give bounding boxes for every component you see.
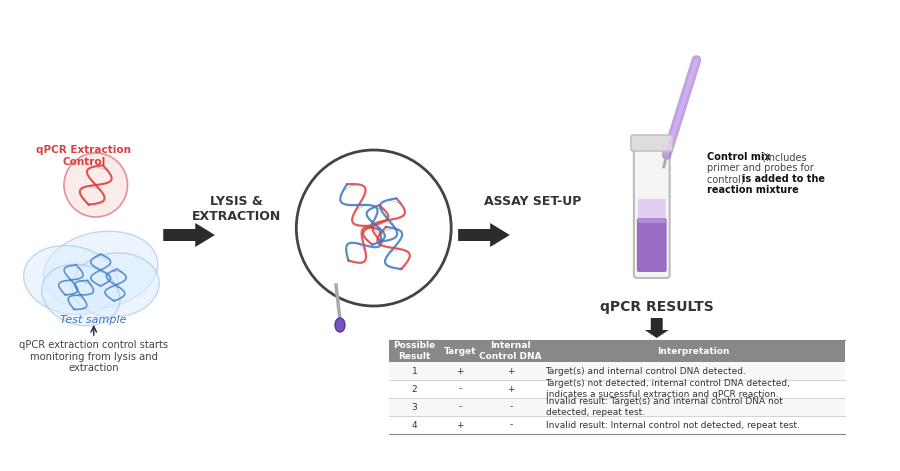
Text: Interpretation: Interpretation (657, 347, 730, 356)
Text: qPCR extraction control starts
monitoring from lysis and
extraction: qPCR extraction control starts monitorin… (19, 340, 168, 373)
Text: Target: Target (444, 347, 476, 356)
Polygon shape (163, 223, 215, 247)
FancyBboxPatch shape (542, 380, 845, 398)
Text: 2: 2 (411, 384, 418, 393)
Text: 1: 1 (411, 366, 418, 375)
FancyBboxPatch shape (480, 362, 542, 380)
FancyBboxPatch shape (480, 340, 542, 362)
Text: reaction mixture: reaction mixture (707, 185, 799, 195)
FancyBboxPatch shape (480, 416, 542, 434)
FancyBboxPatch shape (542, 362, 845, 380)
FancyBboxPatch shape (637, 218, 667, 272)
Text: qPCR RESULTS: qPCR RESULTS (600, 300, 714, 314)
FancyBboxPatch shape (440, 340, 480, 362)
Text: 4: 4 (411, 421, 418, 430)
Text: Control mix: Control mix (707, 152, 771, 162)
Ellipse shape (43, 231, 158, 309)
FancyBboxPatch shape (638, 199, 666, 223)
FancyBboxPatch shape (542, 340, 845, 362)
FancyBboxPatch shape (542, 416, 845, 434)
Text: Target(s) and internal control DNA detected.: Target(s) and internal control DNA detec… (545, 366, 746, 375)
Text: +: + (507, 366, 515, 375)
FancyBboxPatch shape (542, 398, 845, 416)
Ellipse shape (335, 318, 345, 332)
Circle shape (64, 153, 128, 217)
Text: -: - (458, 403, 462, 412)
FancyBboxPatch shape (480, 380, 542, 398)
Text: qPCR Extraction
Control: qPCR Extraction Control (36, 145, 131, 167)
FancyBboxPatch shape (440, 398, 480, 416)
Text: LYSIS &
EXTRACTION: LYSIS & EXTRACTION (192, 195, 282, 223)
FancyBboxPatch shape (389, 416, 440, 434)
Text: -: - (458, 384, 462, 393)
Text: 3: 3 (411, 403, 418, 412)
Ellipse shape (41, 264, 120, 326)
Text: Internal
Control DNA: Internal Control DNA (480, 341, 542, 361)
FancyBboxPatch shape (631, 135, 672, 151)
FancyBboxPatch shape (634, 142, 670, 278)
Text: is added to the: is added to the (742, 174, 825, 184)
Text: Invalid result: Target(s) and internal control DNA not
detected, repeat test.: Invalid result: Target(s) and internal c… (545, 398, 782, 417)
FancyBboxPatch shape (389, 398, 440, 416)
Polygon shape (644, 318, 669, 338)
FancyBboxPatch shape (389, 340, 440, 362)
FancyBboxPatch shape (480, 398, 542, 416)
Text: +: + (456, 421, 464, 430)
Text: primer and probes for: primer and probes for (707, 163, 814, 173)
Text: +: + (507, 384, 515, 393)
Ellipse shape (23, 245, 118, 315)
Ellipse shape (72, 253, 159, 317)
Text: Target(s) not detected, internal control DNA detected,
indicates a sucessful ext: Target(s) not detected, internal control… (545, 379, 790, 398)
FancyBboxPatch shape (440, 380, 480, 398)
Text: control): control) (707, 174, 748, 184)
FancyBboxPatch shape (389, 380, 440, 398)
Text: -: - (509, 421, 512, 430)
FancyBboxPatch shape (389, 362, 440, 380)
FancyBboxPatch shape (440, 416, 480, 434)
Text: (includes: (includes (759, 152, 806, 162)
Text: Possible
Result: Possible Result (393, 341, 436, 361)
Text: Invalid result: Internal control not detected, repeat test.: Invalid result: Internal control not det… (545, 421, 799, 430)
Text: ASSAY SET-UP: ASSAY SET-UP (484, 195, 581, 208)
Text: -: - (509, 403, 512, 412)
Circle shape (296, 150, 451, 306)
Polygon shape (458, 223, 509, 247)
Text: +: + (456, 366, 464, 375)
Text: Test sample: Test sample (60, 315, 127, 325)
FancyBboxPatch shape (440, 362, 480, 380)
